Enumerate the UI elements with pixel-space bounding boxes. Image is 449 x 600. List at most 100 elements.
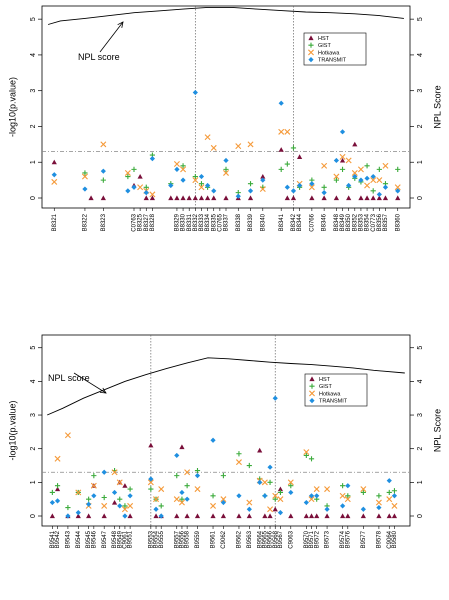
y-tick-label-right: 1: [417, 160, 424, 164]
x-tick-label: B8341: [279, 213, 285, 231]
transmit-point: [290, 188, 297, 194]
transmit-point: [297, 182, 303, 189]
x-tick-label: B9556: [180, 530, 186, 548]
transmit-point: [376, 191, 382, 198]
hst-point: [382, 195, 389, 201]
hotkawa-point: [333, 173, 340, 180]
x-tick-label: B8325: [138, 213, 144, 231]
x-tick-label: B9547: [102, 530, 108, 548]
transmit-point: [174, 452, 180, 459]
hotkawa-point: [184, 469, 191, 476]
x-tick-label: B8321: [52, 213, 58, 231]
x-tick-label: B9541: [50, 530, 56, 548]
hotkawa-point: [344, 496, 351, 503]
legend-box: [303, 32, 367, 66]
hotkawa-point: [111, 469, 118, 476]
x-tick-label: B8354: [365, 213, 371, 231]
legend-label-hst: HST: [319, 377, 331, 383]
x-tick-label: C0773: [371, 213, 377, 231]
transmit-point: [101, 469, 107, 475]
hotkawa-point: [287, 479, 294, 486]
transmit-point: [272, 395, 278, 401]
y-tick-label-left: 0: [30, 196, 37, 200]
x-tick-label: B9572: [314, 530, 320, 548]
transmit-point: [75, 510, 81, 516]
hotkawa-point: [51, 178, 58, 185]
legend-label-gist: GIST: [318, 43, 331, 49]
legend-label-hst: HST: [318, 36, 330, 42]
transmit-point: [143, 190, 149, 196]
hst-point: [358, 195, 364, 201]
x-tick-label: B9558: [185, 530, 191, 548]
x-tick-label: B8344: [297, 213, 303, 231]
hst-point: [149, 195, 155, 201]
y-tick-label-right: 5: [417, 17, 424, 21]
transmit-point: [194, 473, 201, 479]
x-tick-label: B9571: [309, 530, 315, 548]
hotkawa-point: [81, 173, 88, 180]
hst-point: [54, 486, 61, 492]
gist-point: [284, 161, 290, 167]
hotkawa-point: [303, 449, 310, 456]
hotkawa-point: [339, 153, 346, 160]
gist-point: [376, 166, 382, 172]
hst-point: [220, 513, 227, 519]
hst-point: [370, 195, 376, 201]
x-tick-label: B9559: [195, 530, 201, 548]
transmit-point: [370, 173, 376, 180]
legend-box: [304, 373, 368, 407]
transmit-point: [51, 172, 57, 178]
transmit-point: [267, 464, 273, 470]
hotkawa-point: [178, 499, 185, 506]
y-tick-label-left: 2: [30, 124, 37, 128]
y-tick-label-left: 0: [30, 514, 37, 518]
gist-point: [49, 489, 55, 496]
x-tick-label: B9567: [278, 530, 284, 548]
transmit-point: [386, 478, 392, 484]
y-tick-label-right: 0: [417, 196, 424, 200]
transmit-point: [308, 493, 315, 499]
x-tick-label: B9580: [392, 530, 398, 548]
x-tick-label: B9543: [65, 530, 71, 548]
hst-point: [247, 195, 254, 201]
transmit-point: [65, 513, 71, 519]
hst-point: [194, 513, 201, 519]
hst-point: [309, 195, 315, 201]
hst-point: [210, 513, 216, 519]
x-tick-label: B8332: [193, 213, 199, 231]
npl-score-curve: [47, 357, 405, 416]
x-tick-label: B9544: [76, 530, 82, 548]
annotation-arrow-shaft: [73, 372, 107, 394]
hst-point: [100, 195, 106, 201]
series-hotkawa: [54, 432, 398, 513]
x-tick-label: B8335: [211, 213, 217, 231]
hst-point: [360, 513, 366, 519]
gist-point: [54, 483, 61, 489]
hst-point: [288, 513, 294, 519]
gist-point: [386, 489, 392, 496]
gist-point: [192, 173, 198, 180]
hst-point: [339, 157, 346, 163]
hotkawa-point: [149, 191, 156, 198]
x-tick-label: B9568: [273, 530, 279, 548]
hotkawa-point: [223, 169, 229, 176]
hst-point: [211, 195, 217, 201]
hotkawa-point: [360, 486, 367, 493]
hst-point: [184, 513, 190, 519]
hst-point: [198, 195, 205, 201]
gist-point: [370, 188, 376, 194]
transmit-point: [149, 156, 155, 162]
hotkawa-point: [321, 162, 328, 169]
gist-point: [86, 496, 92, 502]
gist-point: [223, 166, 229, 172]
gist-point: [308, 42, 314, 48]
hst-point: [314, 513, 320, 519]
y-tick-label-left: 1: [30, 160, 37, 164]
x-tick-label: C9063: [288, 530, 294, 548]
transmit-point: [277, 510, 284, 516]
x-tick-label: B8353: [359, 213, 365, 231]
hotkawa-point: [278, 128, 285, 135]
x-tick-label: B8330: [181, 213, 187, 231]
hst-point: [174, 195, 180, 201]
